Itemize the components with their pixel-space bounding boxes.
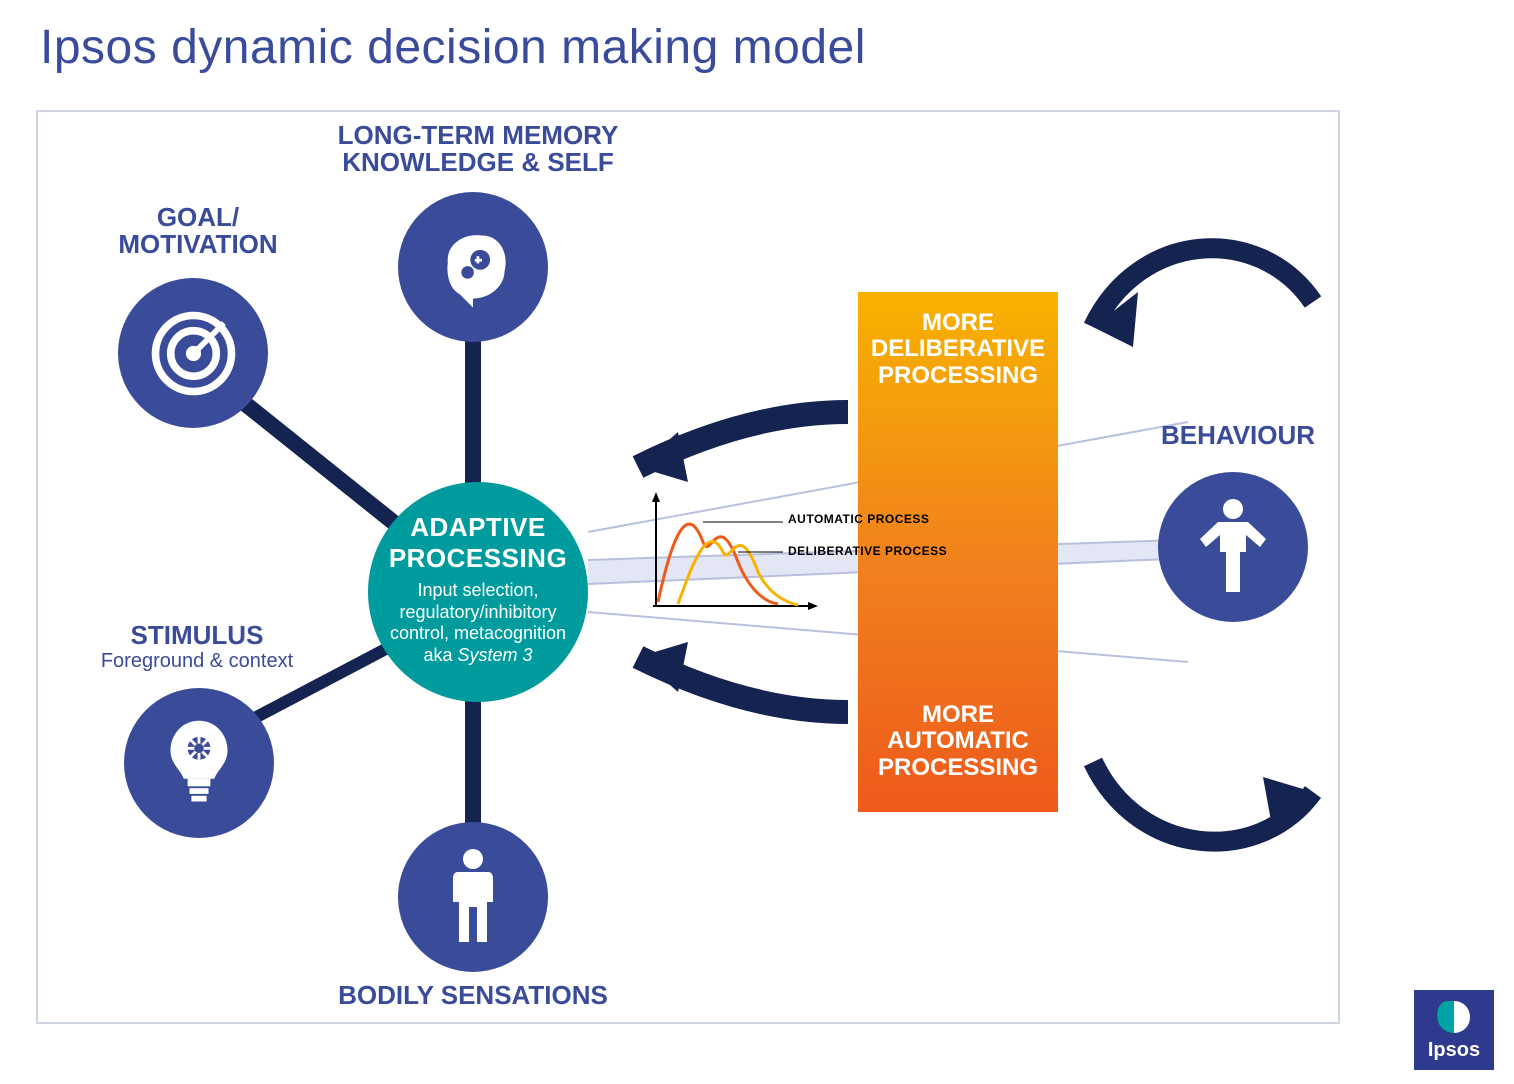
arrow-loop-top (1093, 248, 1313, 347)
ipsos-logo: Ipsos (1414, 990, 1494, 1070)
ipsos-logo-text: Ipsos (1428, 1039, 1480, 1062)
target-icon (146, 306, 241, 401)
label-bodily-1: BODILY SENSATIONS (338, 980, 608, 1010)
chart-label-automatic-text: AUTOMATIC PROCESS (788, 512, 929, 526)
node-stimulus (124, 688, 274, 838)
arrow-loop-bottom (1093, 762, 1313, 842)
node-behaviour (1158, 472, 1308, 622)
label-goal: GOAL/ MOTIVATION (108, 204, 288, 259)
label-behaviour-1: BEHAVIOUR (1161, 420, 1315, 450)
arrow-back-top (638, 412, 848, 482)
brain-icon (428, 222, 518, 312)
label-bodily: BODILY SENSATIONS (298, 982, 648, 1009)
label-stimulus: STIMULUS Foreground & context (82, 622, 312, 672)
diagram-canvas: ADAPTIVE PROCESSING Input selection, reg… (36, 110, 1340, 1024)
label-goal-2: MOTIVATION (118, 229, 277, 259)
label-stimulus-1: STIMULUS (131, 620, 264, 650)
proc-top-2: DELIBERATIVE (871, 335, 1045, 362)
person-icon (443, 847, 503, 947)
label-behaviour: BEHAVIOUR (1148, 422, 1328, 449)
adaptive-body-4b: System 3 (458, 645, 533, 665)
label-goal-1: GOAL/ (157, 202, 239, 232)
label-longterm-2: KNOWLEDGE & SELF (342, 147, 614, 177)
adaptive-body-4a: aka (423, 645, 457, 665)
proc-bot-3: PROCESSING (878, 754, 1038, 781)
proc-bot-1: MORE (922, 701, 994, 728)
processing-top-label: MORE DELIBERATIVE PROCESSING (858, 310, 1058, 389)
adaptive-body: Input selection, regulatory/inhibitory c… (368, 580, 588, 666)
bulb-icon (159, 716, 239, 811)
arrow-back-bottom (638, 642, 848, 712)
chart-label-automatic: AUTOMATIC PROCESS (788, 512, 929, 526)
adaptive-body-1: Input selection, (417, 580, 538, 600)
adaptive-body-2: regulatory/inhibitory (399, 602, 556, 622)
chart-label-deliberative: DELIBERATIVE PROCESS (788, 544, 947, 558)
ipsos-logo-icon (1434, 999, 1474, 1035)
proc-top-3: PROCESSING (878, 362, 1038, 389)
node-adaptive-processing-text: ADAPTIVE PROCESSING Input selection, reg… (368, 512, 588, 666)
node-bodily (398, 822, 548, 972)
label-longterm: LONG-TERM MEMORY KNOWLEDGE & SELF (308, 122, 648, 177)
adaptive-title-text: ADAPTIVE PROCESSING (389, 512, 567, 573)
proc-top-1: MORE (922, 309, 994, 336)
curve-deliberative (678, 542, 798, 605)
chart-label-deliberative-text: DELIBERATIVE PROCESS (788, 544, 947, 558)
adaptive-body-3: control, metacognition (390, 623, 566, 643)
person-arms-icon (1188, 497, 1278, 597)
processing-bottom-label: MORE AUTOMATIC PROCESSING (858, 702, 1058, 781)
adaptive-title-line1: ADAPTIVE PROCESSING (368, 512, 588, 574)
node-goal (118, 278, 268, 428)
label-stimulus-sub: Foreground & context (82, 651, 312, 672)
label-longterm-1: LONG-TERM MEMORY (338, 120, 619, 150)
node-longterm (398, 192, 548, 342)
proc-bot-2: AUTOMATIC (887, 727, 1029, 754)
curve-automatic (658, 524, 778, 604)
page-title: Ipsos dynamic decision making model (40, 20, 866, 75)
